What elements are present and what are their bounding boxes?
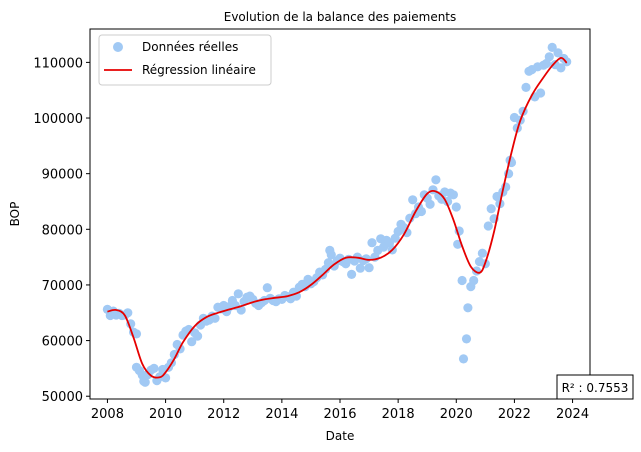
data-point [553,48,563,58]
data-point [448,190,458,200]
legend-marker-scatter [113,42,123,52]
data-point [425,199,435,209]
x-axis: 2008 2010 2012 2014 2016 2018 2020 2022 2024 [91,399,589,422]
data-point [262,283,272,293]
y-tick-label: 100000 [33,112,83,127]
x-axis-title: Date [326,429,355,443]
data-point [469,275,479,286]
data-point [367,238,377,248]
r2-annotation: R² : 0.7553 [556,374,634,400]
data-point [347,269,357,279]
data-point [169,349,179,360]
data-point [416,206,426,217]
data-point [457,275,467,286]
data-point [463,303,473,313]
data-point [461,334,472,344]
y-axis-title: BOP [8,202,22,227]
data-point [477,248,487,258]
y-tick-label: 50000 [42,390,83,405]
x-tick-label: 2020 [440,407,473,422]
regression-line [107,57,568,379]
x-tick-label: 2022 [498,407,531,422]
y-tick-label: 80000 [42,223,83,238]
y-tick-label: 90000 [42,168,83,183]
data-point [547,42,557,53]
data-point [536,88,546,98]
legend-label-line: Régression linéaire [142,63,256,77]
y-tick-label: 110000 [33,56,83,71]
data-point [408,195,418,205]
data-point [326,250,336,260]
data-point [140,377,150,387]
x-tick-label: 2010 [149,407,182,422]
data-point [486,204,496,214]
y-axis: 50000 60000 70000 80000 90000 100000 110000 [33,56,90,405]
r2-box [556,374,634,400]
data-point [233,289,243,299]
x-tick-label: 2012 [207,407,240,422]
data-point [431,175,441,185]
data-point [193,331,203,341]
x-tick-label: 2014 [265,407,298,422]
data-point [521,82,531,92]
chart-title: Evolution de la balance des paiements [224,10,457,24]
data-point [556,63,566,73]
x-tick-label: 2024 [556,407,589,422]
legend-label-scatter: Données réelles [142,40,238,54]
x-tick-label: 2016 [323,407,356,422]
scatter-series [102,42,572,387]
data-point [483,221,493,231]
data-point [131,329,142,339]
data-point [355,263,365,273]
data-point [451,202,461,212]
y-tick-label: 60000 [42,335,83,350]
data-point [364,263,374,273]
data-point [187,337,197,347]
x-tick-label: 2008 [91,407,124,422]
y-tick-label: 70000 [42,279,83,294]
legend: Données réelles Régression linéaire [98,34,272,86]
data-point [544,52,554,62]
data-point [149,363,159,373]
legend-box [98,34,272,86]
x-tick-label: 2018 [382,407,415,422]
data-point [210,313,220,323]
r2-label: R² : 0.7553 [562,381,629,395]
data-point [458,354,469,364]
